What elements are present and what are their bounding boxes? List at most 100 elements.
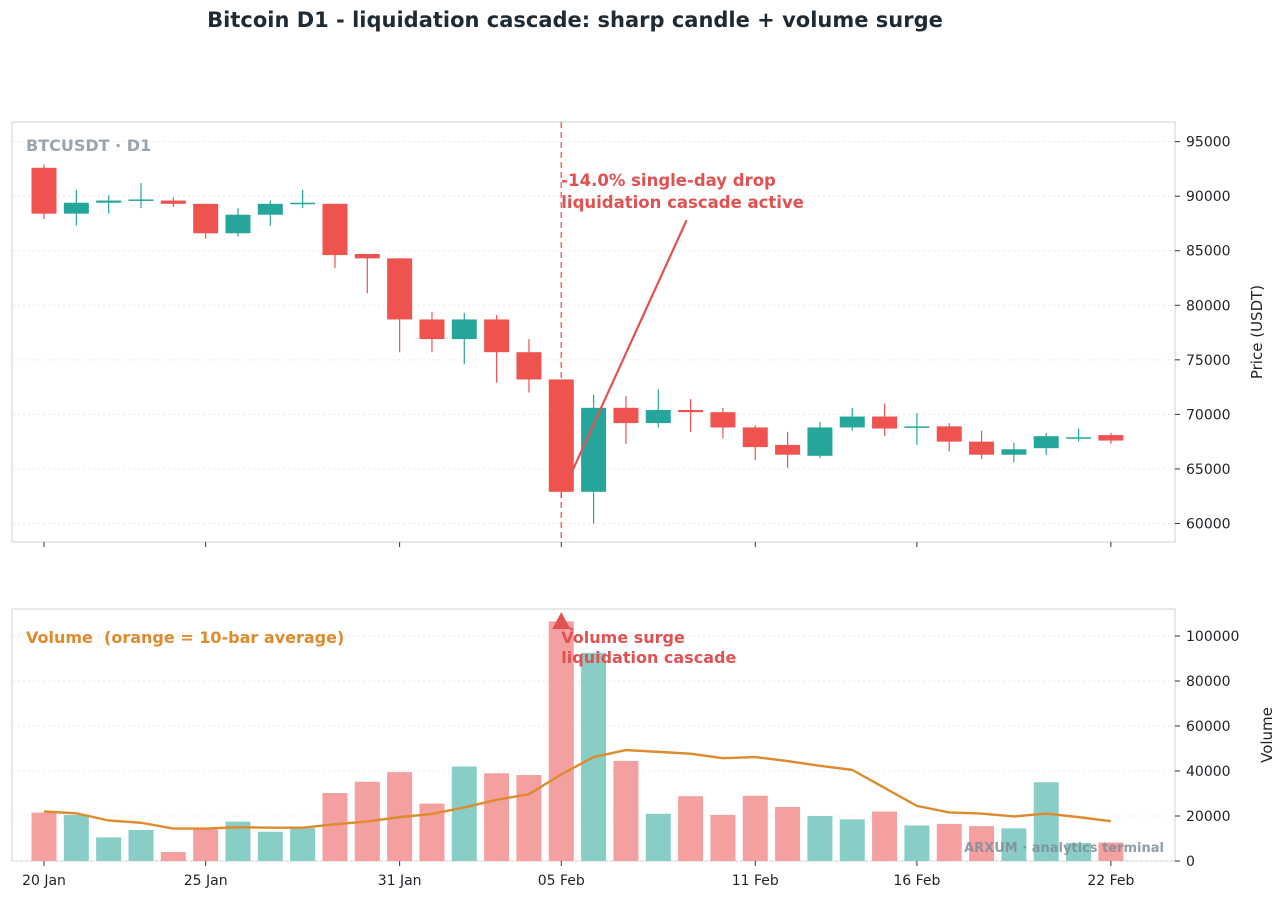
- volume-bar: [742, 795, 768, 861]
- volume-bar: [193, 829, 219, 861]
- candle-body: [581, 407, 607, 492]
- volume-bar: [613, 760, 639, 861]
- candle-body: [678, 410, 704, 413]
- volume-bar: [678, 796, 704, 861]
- volume-y-tick-label: 80000: [1186, 674, 1231, 690]
- volume-bar: [63, 814, 89, 861]
- candle-body: [96, 200, 122, 203]
- volume-y-tick-label: 100000: [1186, 629, 1239, 645]
- candlesticks: [31, 164, 1124, 524]
- volume-bar: [807, 816, 833, 861]
- price-annotation: -14.0% single-day drop liquidation cascad…: [561, 171, 804, 474]
- price-x-ticks: [43, 542, 1112, 547]
- candle-body: [872, 416, 898, 429]
- volume-bar: [160, 852, 186, 861]
- candle-body: [387, 258, 413, 320]
- volume-bar: [936, 823, 962, 861]
- volume-annotation-line-2: liquidation cascade: [561, 648, 736, 667]
- volume-bar: [128, 829, 154, 861]
- volume-bar: [548, 621, 574, 861]
- candle-body: [613, 407, 639, 424]
- volume-bar: [969, 826, 995, 861]
- volume-bar: [451, 766, 477, 861]
- volume-bar: [322, 793, 348, 861]
- candle-body: [775, 444, 801, 455]
- volume-bar: [96, 837, 122, 861]
- volume-bar: [290, 828, 316, 861]
- volume-x-axis: 20 Jan 25 Jan 31 Jan 05 Feb 11 Feb 16 Feb 22 F…: [22, 861, 1135, 889]
- volume-bar: [1033, 782, 1059, 861]
- candle-body: [451, 319, 477, 340]
- volume-y-tick-label: 40000: [1186, 764, 1231, 780]
- volume-panel: 0 20000 40000 60000 80000 100000 20 Jan 25 Jan…: [11, 608, 1276, 889]
- candle-body: [904, 426, 930, 428]
- x-tick-label: 25 Jan: [184, 873, 228, 889]
- x-tick-label: 11 Feb: [732, 873, 779, 889]
- price-y-tick-label: 75000: [1186, 353, 1231, 369]
- candle-body: [1066, 437, 1092, 439]
- volume-bar: [257, 831, 283, 861]
- page-title: Bitcoin D1 - liquidation cascade: sharp …: [207, 8, 943, 32]
- candle-body: [31, 167, 57, 214]
- annotation-line-1: -14.0% single-day drop: [561, 171, 776, 190]
- x-tick-label: 31 Jan: [378, 873, 422, 889]
- volume-bar: [484, 773, 510, 861]
- price-panel: 60000 65000 70000 75000 80000 85000 90000 95000…: [11, 121, 1266, 547]
- volume-y-tick-label: 20000: [1186, 809, 1231, 825]
- candle-body: [225, 214, 251, 234]
- price-y-tick-label: 90000: [1186, 189, 1231, 205]
- candle-body: [322, 203, 348, 256]
- volume-bar: [904, 825, 930, 861]
- volume-bar: [872, 811, 898, 861]
- watermark: ARXUM · analytics terminal: [964, 841, 1164, 856]
- candle-body: [710, 412, 736, 428]
- annotation-arrow: [570, 219, 688, 474]
- price-y-tick-label: 65000: [1186, 462, 1231, 478]
- candle-body: [516, 352, 542, 380]
- volume-y-tick-label: 60000: [1186, 719, 1231, 735]
- volume-surge-arrow: [560, 623, 574, 631]
- candle-body: [257, 203, 283, 215]
- price-panel-label: BTCUSDT · D1: [26, 136, 151, 155]
- price-y-tick-label: 95000: [1186, 135, 1231, 151]
- volume-bar: [839, 819, 865, 861]
- candle-body: [290, 202, 316, 205]
- price-y-tick-label: 60000: [1186, 516, 1231, 532]
- candle-body: [419, 319, 445, 340]
- candle-body: [160, 200, 186, 204]
- volume-bar: [1066, 843, 1092, 861]
- annotation-line-2: liquidation cascade active: [561, 193, 804, 212]
- x-tick-label: 16 Feb: [893, 873, 940, 889]
- price-y-axis-label: Price (USDT): [1248, 285, 1266, 379]
- volume-bar: [31, 812, 57, 861]
- price-y-tick-label: 80000: [1186, 298, 1231, 314]
- candle-body: [742, 427, 768, 448]
- candle-body: [128, 199, 154, 201]
- candle-body: [936, 426, 962, 442]
- candle-body: [1001, 449, 1027, 455]
- volume-bar: [645, 813, 671, 861]
- volume-annotation-line-1: Volume surge: [561, 628, 685, 647]
- candle-body: [1033, 436, 1059, 449]
- candle-body: [548, 379, 574, 492]
- price-y-tick-label: 85000: [1186, 244, 1231, 260]
- candle-body: [63, 202, 89, 214]
- volume-surge-arrowhead: [552, 612, 571, 629]
- volume-bar: [710, 814, 736, 861]
- volume-y-axis: 0 20000 40000 60000 80000 100000: [1175, 629, 1239, 870]
- candle-body: [807, 427, 833, 456]
- price-y-axis: 60000 65000 70000 75000 80000 85000 90000 95000: [1175, 135, 1231, 532]
- price-y-tick-label: 70000: [1186, 407, 1231, 423]
- volume-average-line: [43, 748, 1112, 830]
- volume-y-tick-label: 0: [1186, 854, 1195, 870]
- candle-body: [645, 410, 671, 424]
- candle-body: [969, 441, 995, 455]
- average-line: [43, 748, 1112, 830]
- candle-body: [484, 319, 510, 353]
- candle-body: [354, 254, 380, 259]
- volume-bar: [1001, 828, 1027, 861]
- candle-body: [839, 416, 865, 428]
- volume-bar: [1098, 842, 1124, 861]
